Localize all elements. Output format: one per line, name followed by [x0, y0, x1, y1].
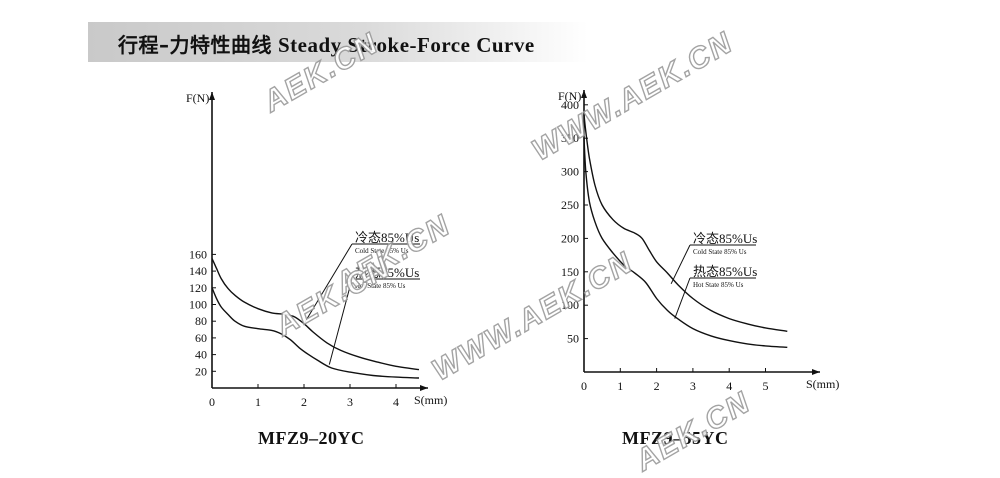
chart-2-y-tick-label: 100 [561, 298, 579, 312]
chart-1-y-tick-label: 80 [195, 314, 207, 328]
chart-2-y-tick-label: 400 [561, 98, 579, 112]
chart-1-hot-leader-line [328, 278, 353, 365]
title-banner [88, 22, 588, 62]
chart-1-y-axis-label: F(N) [186, 91, 209, 105]
chart-2-y-tick-label: 300 [561, 165, 579, 179]
chart-2-hot-legend-sublabel: Hot State 85% Us [693, 281, 744, 289]
chart-2-y-tick-label: 350 [561, 131, 579, 145]
chart-2-hot-leader-line [674, 277, 691, 319]
chart-2-cold-leader-line [670, 244, 691, 285]
chart-2-x-tick-label: 5 [763, 379, 769, 393]
chart-1-cold-legend-label: 冷态85%Us [355, 230, 419, 245]
chart-1-x-tick-label: 2 [301, 395, 307, 409]
chart-2-cold-legend-label: 冷态85%Us [693, 231, 757, 246]
chart-2-x-axis-arrow [812, 369, 820, 375]
chart-2-x-axis-label: S(mm) [806, 377, 839, 391]
chart-1-cold-state-curve [211, 258, 420, 371]
chart-1-hot-state-curve [211, 287, 420, 379]
chart-1-cold-leader-line [303, 243, 353, 324]
chart-1-y-tick-label: 100 [189, 298, 207, 312]
chart-1-y-tick-label: 140 [189, 264, 207, 278]
title-english: Steady Stroke-Force Curve [278, 33, 535, 57]
chart-2-hot-legend-label: 热态85%Us [693, 264, 757, 279]
chart-1-y-tick-label: 40 [195, 348, 207, 362]
chart-1-x-tick-label: 3 [347, 395, 353, 409]
chart-2-x-tick-label: 0 [581, 379, 587, 393]
chart-1-y-tick-label: 160 [189, 247, 207, 261]
chart-1-x-tick-label: 1 [255, 395, 261, 409]
title-chinese: 行程–力特性曲线 [118, 33, 272, 57]
chart-1-caption: MFZ9–20YC [258, 428, 365, 448]
chart-2-y-tick-label: 200 [561, 231, 579, 245]
chart-1-hot-legend-sublabel: Hot State 85% Us [355, 282, 406, 290]
chart-1-cold-legend-sublabel: Cold State 85% Us [355, 247, 409, 255]
chart-1-x-tick-label: 0 [209, 395, 215, 409]
chart-2-x-tick-label: 3 [690, 379, 696, 393]
chart-1-hot-legend-label: 热态85%Us [355, 265, 419, 280]
chart-1-y-tick-label: 120 [189, 281, 207, 295]
chart-2-y-tick-label: 250 [561, 198, 579, 212]
chart-2-x-tick-label: 4 [726, 379, 732, 393]
chart-2-y-tick-label: 50 [567, 332, 579, 346]
chart-2-cold-state-curve [583, 114, 788, 332]
chart-2-y-axis-arrow [581, 90, 587, 98]
chart-1-y-axis-arrow [209, 92, 215, 100]
chart-1-x-axis-arrow [420, 385, 428, 391]
chart-2-hot-state-curve [583, 138, 788, 348]
chart-2-x-tick-label: 2 [654, 379, 660, 393]
chart-2-cold-legend-sublabel: Cold State 85% Us [693, 248, 747, 256]
stroke-force-charts: F(N)S(mm)0 1 2 3 420406080100120140160冷态85%U… [186, 89, 839, 409]
chart-1-y-tick-label: 20 [195, 364, 207, 378]
page-title: 行程–力特性曲线 Steady Stroke-Force Curve [118, 29, 535, 58]
chart-2-y-tick-label: 150 [561, 265, 579, 279]
chart-1-x-tick-label: 4 [393, 395, 399, 409]
chart-2-x-tick-label: 1 [617, 379, 623, 393]
chart-1-x-axis-label: S(mm) [414, 393, 447, 407]
chart-2-y-axis-label: F(N) [558, 89, 581, 103]
chart-1-y-tick-label: 60 [195, 331, 207, 345]
chart-2-caption: MFZ9–55YC [622, 428, 729, 448]
